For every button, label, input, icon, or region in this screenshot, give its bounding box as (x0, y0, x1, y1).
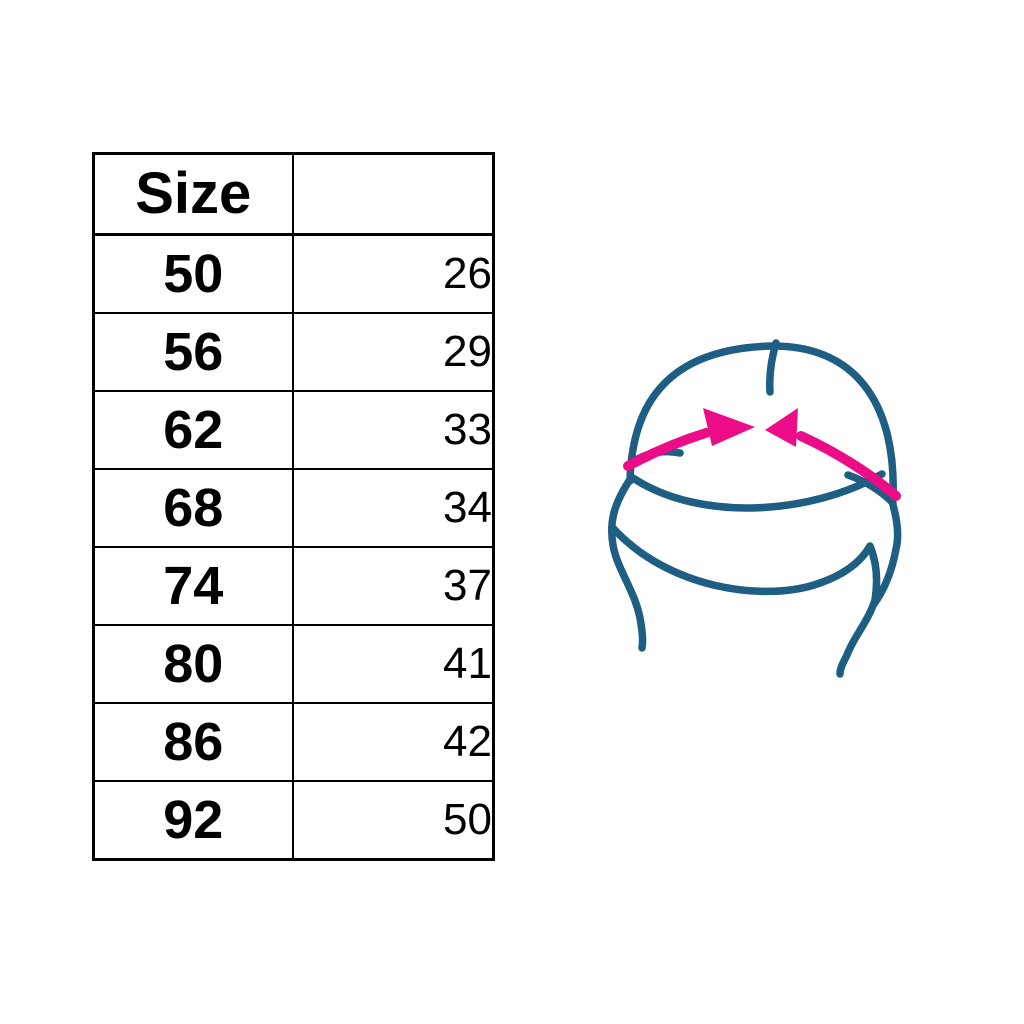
size-table-header: Size (92, 152, 495, 236)
size-cell: 68 (92, 468, 294, 548)
table-row: 68 34 (92, 468, 495, 548)
measure-arrowhead-left-icon (703, 408, 755, 446)
measurement-cell: 34 (291, 468, 495, 548)
measurement-column-header (291, 152, 495, 236)
hat-left-edge-and-tie-line (607, 474, 647, 652)
table-row: 86 42 (92, 702, 495, 782)
table-row: 50 26 (92, 233, 495, 314)
hat-top-seam-line (766, 339, 780, 396)
size-cell: 62 (92, 390, 294, 470)
measurement-cell: 29 (291, 312, 495, 392)
hat-brim-top-line (629, 470, 886, 512)
size-cell: 80 (92, 624, 294, 704)
measurement-cell: 33 (291, 390, 495, 470)
measure-arrow-right-line (796, 431, 901, 501)
hat-brim-bottom-and-right-tie-line (608, 523, 881, 678)
size-cell: 74 (92, 546, 294, 626)
size-cell: 92 (92, 780, 294, 861)
size-cell: 50 (92, 233, 294, 314)
size-cell: 86 (92, 702, 294, 782)
size-table-body: 50 26 56 29 62 33 68 34 74 37 80 41 86 42 92 50 (92, 233, 495, 861)
measurement-cell: 41 (291, 624, 495, 704)
measurement-cell: 42 (291, 702, 495, 782)
table-row: 62 33 (92, 390, 495, 470)
table-row: 80 41 (92, 624, 495, 704)
header-row: Size (92, 152, 495, 236)
hat-right-edge-line (870, 501, 902, 608)
size-cell: 56 (92, 312, 294, 392)
measurement-cell: 37 (291, 546, 495, 626)
measure-arrow-left-line (623, 428, 711, 471)
table-row: 74 37 (92, 546, 495, 626)
size-table: Size 50 26 56 29 62 33 68 34 74 37 80 41 86 42 92 50 (92, 152, 495, 861)
measurement-cell: 26 (291, 233, 495, 314)
hat-right-fold-line (844, 471, 897, 507)
table-row: 92 50 (92, 780, 495, 861)
size-column-header: Size (92, 152, 294, 236)
table-row: 56 29 (92, 312, 495, 392)
measure-arrowhead-right-icon (765, 408, 798, 447)
measurement-cell: 50 (291, 780, 495, 861)
